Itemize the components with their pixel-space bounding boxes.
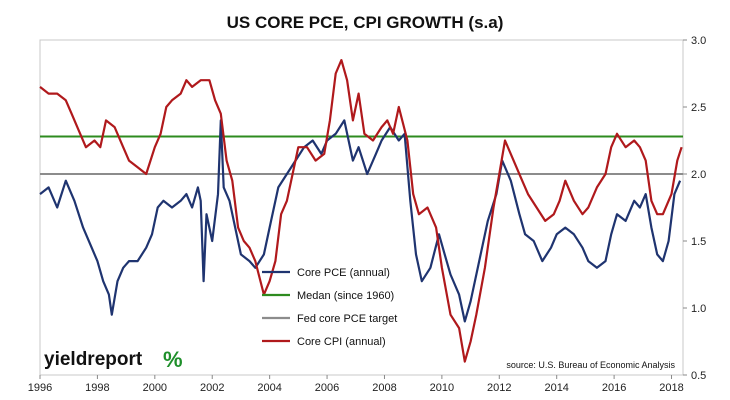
gridlines — [39, 39, 687, 379]
legend-label: Medan (since 1960) — [297, 290, 394, 302]
y-axis-tick-labels: 3.0 2.5 2.0 1.5 1.0 0.5 — [691, 35, 706, 382]
legend: Core PCE (annual) Medan (since 1960) Fed c… — [262, 267, 397, 348]
source-note: source: U.S. Bureau of Economic Analysis — [506, 360, 675, 370]
y-tick-label: 1.5 — [691, 236, 706, 248]
x-tick-label: 2006 — [315, 382, 339, 394]
x-tick-label: 2010 — [430, 382, 454, 394]
x-axis-tick-labels: 1996 1998 2000 2002 2004 2006 2008 2010 2012 2014… — [28, 382, 684, 394]
series-line-core-cpi-annual — [39, 59, 683, 363]
legend-label: Fed core PCE target — [297, 313, 397, 325]
x-tick-label: 2012 — [487, 382, 511, 394]
x-tick-label: 1996 — [28, 382, 52, 394]
y-tick-label: 1.0 — [691, 303, 706, 315]
logo-text: yieldreport — [44, 349, 143, 370]
logo: yieldreport % — [44, 347, 183, 372]
x-tick-label: 2008 — [372, 382, 396, 394]
legend-label: Core CPI (annual) — [297, 336, 386, 348]
y-tick-label: 2.0 — [691, 169, 706, 181]
chart-title: US CORE PCE, CPI GROWTH (s.a) — [227, 13, 504, 32]
x-tick-label: 1998 — [85, 382, 109, 394]
series-layer — [39, 59, 683, 363]
logo-percent: % — [163, 347, 183, 372]
x-tick-label: 2016 — [602, 382, 626, 394]
x-tick-label: 2000 — [143, 382, 167, 394]
x-tick-label: 2014 — [544, 382, 568, 394]
x-tick-label: 2002 — [200, 382, 224, 394]
x-tick-label: 2004 — [257, 382, 281, 394]
y-tick-label: 0.5 — [691, 370, 706, 382]
y-tick-label: 3.0 — [691, 35, 706, 47]
legend-label: Core PCE (annual) — [297, 267, 390, 279]
series-line-core-pce-annual — [39, 119, 682, 323]
y-tick-label: 2.5 — [691, 102, 706, 114]
x-tick-label: 2018 — [659, 382, 683, 394]
plot-area — [39, 39, 684, 376]
